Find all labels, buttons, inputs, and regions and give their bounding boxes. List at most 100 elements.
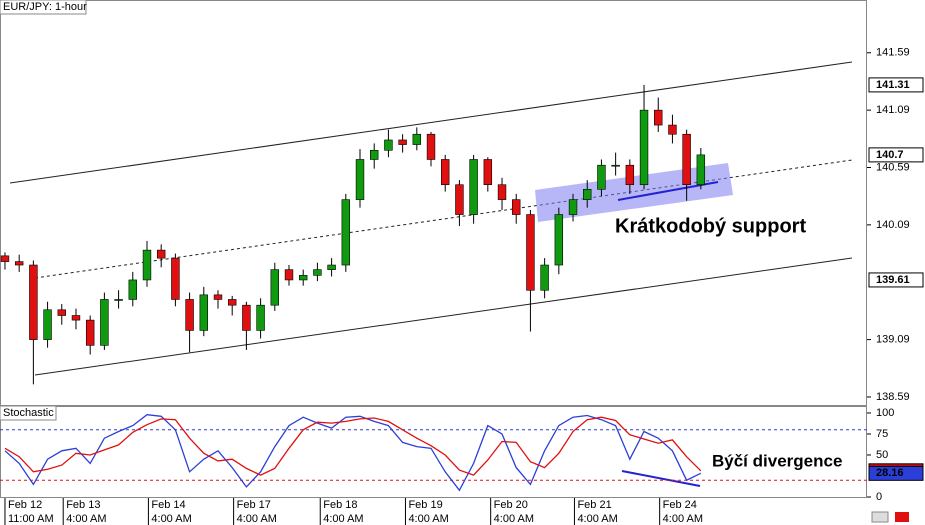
candle-body [370, 149, 379, 160]
candle-body [227, 299, 237, 306]
candle-body [696, 154, 706, 186]
stochastic-panel [0, 406, 867, 498]
candle-body [43, 309, 52, 340]
candle-body [270, 269, 280, 306]
candle-body [568, 199, 578, 215]
channel-upper [9, 61, 853, 184]
candle-body [682, 133, 691, 186]
y-tick-label: 0 [876, 491, 882, 503]
candle-body [412, 133, 422, 145]
candle-body [171, 257, 180, 300]
candle-body [554, 214, 564, 266]
x-tick-label: Feb 21 [577, 499, 611, 511]
candle-body [398, 139, 407, 145]
candle-body [455, 184, 464, 215]
indicator-box [0, 405, 57, 421]
x-tick-time: 4:00 AM [577, 513, 617, 525]
candle-body [341, 199, 351, 266]
price-marker [868, 272, 924, 288]
candle-body [668, 124, 677, 135]
x-tick-label: Feb 24 [663, 499, 697, 511]
candle-body [256, 304, 265, 331]
y-tick-label: 138.59 [876, 391, 910, 403]
x-tick-time: 4:00 AM [151, 513, 191, 525]
candle-body [426, 133, 436, 160]
candle-body [100, 299, 109, 346]
price-marker [868, 465, 924, 481]
candle-body [469, 159, 478, 215]
y-tick-label: 141.59 [876, 47, 910, 59]
candle-body [185, 299, 194, 331]
y-tick-label: 140.59 [876, 161, 910, 173]
x-tick-label: Feb 13 [66, 499, 100, 511]
candle-body [611, 164, 620, 167]
candle-body [0, 255, 10, 262]
candle-body [313, 269, 322, 276]
candle-body [526, 214, 535, 291]
x-tick-label: Feb 19 [408, 499, 442, 511]
candle-body [540, 264, 549, 291]
candle-body [199, 294, 208, 331]
x-tick-label: Feb 20 [494, 499, 528, 511]
candle-body [497, 184, 507, 200]
support-annotation: Krátkodobý support [615, 215, 806, 237]
x-tick-label: Feb 18 [323, 499, 357, 511]
x-tick-label: Feb 14 [151, 499, 185, 511]
candle-body [327, 264, 336, 270]
candle-body [441, 159, 450, 186]
candle-body [284, 269, 294, 281]
candle-body [298, 275, 308, 281]
y-tick-label: 140.09 [876, 219, 910, 231]
candle-body [355, 159, 365, 200]
settings-icon[interactable] [871, 511, 889, 523]
x-tick-time: 4:00 AM [408, 513, 448, 525]
x-tick-time: 4:00 AM [494, 513, 534, 525]
candle-body [639, 109, 649, 186]
price-marker [868, 77, 924, 93]
x-tick-time: 4:00 AM [66, 513, 106, 525]
divergence-annotation: Býčí divergence [712, 451, 842, 470]
candle-body [625, 164, 635, 186]
candle-body [512, 199, 521, 215]
close-icon[interactable] [895, 512, 909, 522]
candle-body [29, 264, 38, 340]
candle-body [156, 249, 166, 259]
channel-lower [34, 257, 853, 376]
price-marker [868, 147, 924, 163]
y-tick-label: 75 [876, 428, 888, 440]
price-marker-label: 28.16 [876, 467, 904, 479]
candle-body [242, 304, 251, 331]
x-tick-label: Feb 17 [237, 499, 271, 511]
price-marker-label: 140.7 [876, 149, 904, 161]
y-tick-label: 50 [876, 449, 888, 461]
stochastic-line [4, 414, 702, 492]
candle-body [71, 315, 81, 321]
candle-body [583, 189, 592, 200]
candle-body [128, 279, 137, 300]
candle-body [85, 319, 95, 346]
candle-body [483, 159, 493, 186]
indicator-title: Stochastic [3, 407, 54, 419]
candle-body [213, 294, 223, 300]
price-panel [0, 0, 867, 406]
candle-body [114, 299, 123, 301]
price-marker-label: 141.31 [876, 79, 910, 91]
stochastic-line [4, 416, 702, 476]
candle-body [597, 164, 606, 190]
chart-title: EUR/JPY: 1-hour [3, 1, 87, 13]
y-tick-label: 100 [876, 407, 894, 419]
x-tick-label: Feb 12 [8, 499, 42, 511]
price-marker-label: 139.61 [876, 274, 910, 286]
y-tick-label: 139.09 [876, 334, 910, 346]
divergence-line [621, 470, 701, 487]
candle-body [384, 139, 393, 151]
y-tick-label: 141.09 [876, 104, 910, 116]
title-box [0, 0, 87, 15]
candle-body [57, 309, 66, 316]
x-tick-time: 4:00 AM [237, 513, 277, 525]
x-tick-time: 4:00 AM [323, 513, 363, 525]
x-tick-time: 4:00 AM [663, 513, 703, 525]
candle-body [14, 261, 24, 266]
